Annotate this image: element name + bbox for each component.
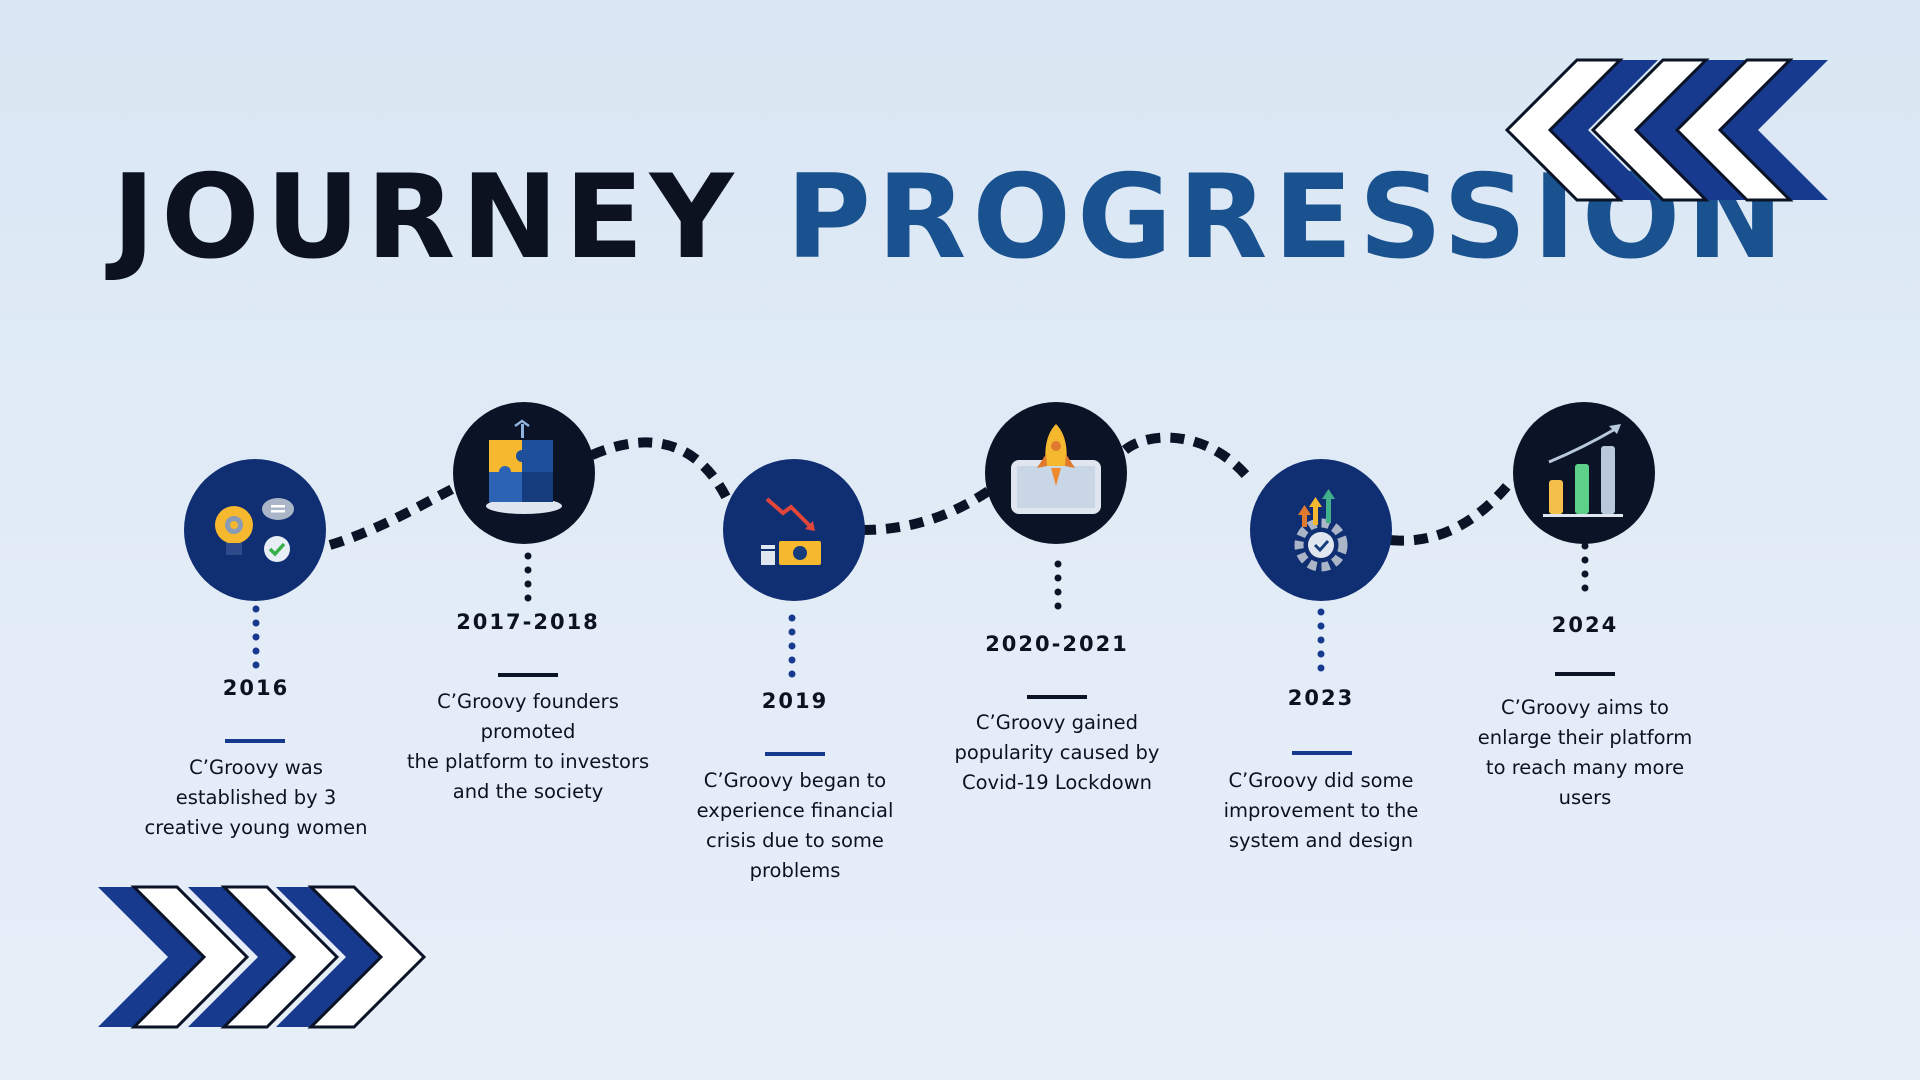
milestone-year-2019: 2019 <box>761 689 829 713</box>
milestone-node-2023 <box>1250 459 1392 601</box>
milestone-node-2017-2018 <box>453 402 595 544</box>
dotted-connectors-dark <box>524 542 1589 610</box>
dotted-connectors-blue <box>252 605 1325 678</box>
milestone-year-2016: 2016 <box>222 676 290 700</box>
milestone-year-2017-2018: 2017-2018 <box>456 610 600 634</box>
milestone-divider-2017-2018 <box>498 673 558 677</box>
milestone-divider-2024 <box>1555 672 1615 676</box>
milestone-description-2019: C’Groovy began to experience financial c… <box>696 769 894 882</box>
milestone-node-2024 <box>1513 402 1655 544</box>
lightbulb-gear-icon <box>215 498 294 562</box>
chevron-decoration-bottom-left <box>98 885 426 1029</box>
milestone-divider-2023 <box>1292 751 1352 755</box>
title-word-journey: JOURNEY <box>112 150 740 285</box>
timeline-wave <box>328 432 1516 550</box>
rocket-launch-icon <box>1011 424 1101 514</box>
milestone-divider-2016 <box>225 739 285 743</box>
milestone-year-2024: 2024 <box>1551 613 1619 637</box>
milestone-description-2020-2021: C’Groovy gained popularity caused by Cov… <box>954 711 1160 794</box>
milestone-description-2016: C’Groovy was established by 3 creative y… <box>144 756 368 839</box>
milestone-description-2024: C’Groovy aims to enlarge their platform … <box>1477 696 1693 809</box>
milestone-year-2023: 2023 <box>1287 686 1355 710</box>
milestone-node-2019 <box>723 459 865 601</box>
growth-bar-chart-icon <box>1543 424 1623 517</box>
milestone-node-2016 <box>184 459 326 601</box>
milestone-year-2020-2021: 2020-2021 <box>985 632 1129 656</box>
puzzle-team-icon <box>486 419 562 514</box>
declining-money-chart-icon <box>761 497 821 565</box>
milestone-description-2023: C’Groovy did some improvement to the sys… <box>1223 769 1419 852</box>
milestone-divider-2020-2021 <box>1027 695 1087 699</box>
milestone-divider-2019 <box>765 752 825 756</box>
chevron-decoration-top-right <box>1505 58 1828 202</box>
milestone-description-2017-2018: C’Groovy founders promoted the platform … <box>406 690 650 803</box>
milestone-node-2020-2021 <box>985 402 1127 544</box>
gear-growth-arrows-icon <box>1294 489 1348 572</box>
